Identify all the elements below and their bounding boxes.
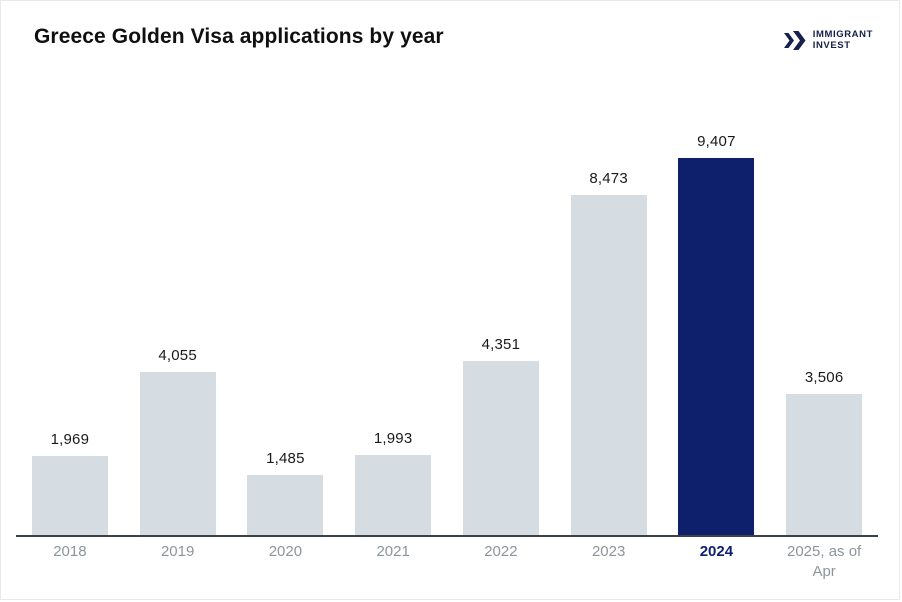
- bar-value-label: 9,407: [697, 133, 736, 150]
- x-tick-2023: 2023: [591, 543, 626, 560]
- x-tick-2018: 2018: [53, 543, 87, 560]
- bar-2021: [355, 455, 432, 535]
- x-tick-2019: 2019: [160, 543, 195, 560]
- x-axis-line: [16, 535, 878, 537]
- logo-text: IMMIGRANT INVEST: [812, 29, 873, 52]
- x-tick-2025: 2025, as of Apr: [787, 543, 862, 581]
- x-tick-2024: 2024: [699, 543, 734, 560]
- bar-value-label: 4,055: [158, 347, 197, 364]
- bar-column-2025: 3,506: [770, 369, 878, 535]
- bar-2018: [31, 456, 108, 535]
- plot-area: 1,969 4,055 1,485 1,993 4,351 8,473 9,407 3,506: [16, 114, 878, 535]
- bar-column-2020: 1,485: [232, 450, 340, 535]
- bar-value-label: 3,506: [804, 369, 844, 386]
- double-chevron-right-icon: [783, 31, 806, 51]
- x-tick-2022: 2022: [484, 543, 518, 560]
- bar-value-label: 1,993: [373, 430, 413, 447]
- logo-line-2: INVEST: [812, 39, 851, 51]
- bar-column-2024: 9,407: [663, 133, 771, 535]
- bar-column-2019: 4,055: [124, 347, 232, 535]
- bar-value-label: 1,969: [50, 431, 90, 448]
- x-tick-2020: 2020: [268, 543, 303, 560]
- bar-2025: [786, 394, 863, 535]
- bar-2020: [247, 475, 324, 535]
- x-tick-2021: 2021: [376, 543, 410, 560]
- immigrant-invest-logo: IMMIGRANT INVEST: [783, 29, 873, 52]
- bar-2023: [570, 195, 647, 535]
- bar-2022: [462, 361, 539, 535]
- bar-column-2018: 1,969: [16, 431, 124, 535]
- chart-title: Greece Golden Visa applications by year: [34, 25, 444, 48]
- bar-2024: [678, 158, 755, 535]
- bar-column-2021: 1,993: [339, 430, 447, 535]
- bar-column-2022: 4,351: [447, 336, 555, 535]
- bar-value-label: 8,473: [589, 170, 628, 187]
- bar-value-label: 4,351: [481, 336, 521, 353]
- axis-ticks: 2018 2019 2020 2021 2022 2023 2024 2025, as of …: [16, 542, 878, 583]
- bar-value-label: 1,485: [266, 450, 305, 467]
- logo-line-1: IMMIGRANT: [812, 29, 873, 40]
- bar-column-2023: 8,473: [555, 170, 663, 535]
- bar-2019: [139, 372, 216, 535]
